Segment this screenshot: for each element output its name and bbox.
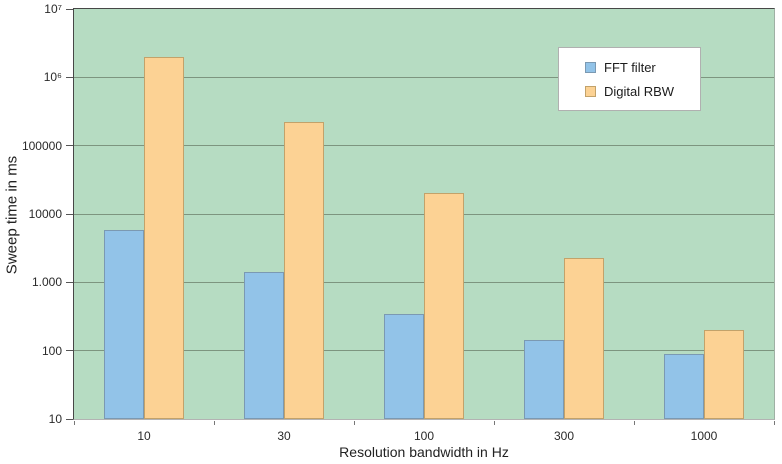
bar-digital-rbw-30: [284, 122, 324, 419]
x-axis-tick: [493, 421, 495, 425]
x-tick-label: 30: [277, 429, 291, 443]
bar-digital-rbw-1000: [704, 330, 744, 419]
legend-swatch-digital-rbw-icon: [585, 85, 596, 97]
y-axis-tick: [66, 145, 73, 147]
x-axis-tick: [773, 421, 775, 425]
y-axis-tick: [66, 8, 73, 10]
bar-digital-rbw-10: [144, 56, 184, 419]
y-axis-tick: [66, 213, 73, 215]
gridline: [74, 76, 774, 78]
x-tick-label: 100: [413, 429, 435, 443]
y-axis-tick: [66, 418, 73, 420]
x-axis-title: Resolution bandwidth in Hz: [339, 444, 509, 460]
legend-label-fft-filter: FFT filter: [604, 59, 656, 75]
legend: FFT filter Digital RBW: [558, 47, 701, 111]
x-tick-label: 1000: [690, 429, 718, 443]
bar-digital-rbw-100: [424, 193, 464, 419]
y-tick-label: 1.000: [31, 275, 62, 290]
x-axis-tick: [73, 421, 75, 425]
x-axis-tick: [353, 421, 355, 425]
y-axis-tick: [66, 76, 73, 78]
y-tick-label: 10000: [28, 207, 62, 221]
bar-digital-rbw-300: [564, 257, 604, 419]
y-tick-label: 10: [48, 412, 62, 426]
y-axis-title: Sweep time in ms: [3, 155, 21, 275]
bar-fft-filter-10: [104, 230, 144, 419]
x-axis-tick: [213, 421, 215, 425]
x-tick-label: 300: [553, 429, 575, 443]
y-axis-tick: [66, 350, 73, 352]
y-axis-tick: [66, 281, 73, 283]
legend-label-digital-rbw: Digital RBW: [604, 83, 675, 99]
x-axis-tick: [633, 421, 635, 425]
bar-fft-filter-300: [524, 339, 564, 419]
y-tick-label: 10⁷: [44, 2, 62, 16]
x-tick-label: 10: [137, 429, 151, 443]
bar-fft-filter-30: [244, 272, 284, 419]
bar-fft-filter-100: [384, 313, 424, 419]
gridline: [74, 145, 774, 147]
bar-fft-filter-1000: [664, 353, 704, 419]
y-tick-label: 100: [41, 343, 62, 358]
y-tick-label: 10⁶: [43, 70, 62, 85]
legend-item-digital-rbw: Digital RBW: [585, 84, 700, 99]
y-tick-label: 100000: [21, 138, 62, 153]
legend-item-fft-filter: FFT filter: [585, 60, 700, 75]
legend-swatch-fft-filter-icon: [585, 61, 596, 73]
